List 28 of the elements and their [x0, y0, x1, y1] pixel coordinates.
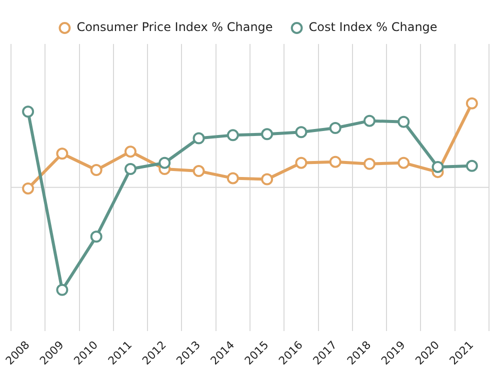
point	[22, 182, 34, 194]
point	[56, 148, 68, 160]
point	[90, 230, 102, 243]
point	[22, 106, 34, 118]
point	[432, 160, 444, 173]
point	[363, 114, 376, 127]
point	[158, 156, 171, 169]
point	[226, 172, 239, 184]
point	[192, 132, 205, 144]
point	[329, 122, 342, 134]
point	[295, 126, 308, 138]
point	[56, 284, 68, 296]
point	[90, 164, 102, 176]
point	[466, 160, 478, 172]
point	[466, 97, 478, 110]
point	[124, 146, 136, 158]
point	[226, 129, 239, 142]
point	[398, 156, 410, 169]
point	[329, 156, 342, 168]
legend-label: Consumer Price Index % Change	[76, 20, 273, 34]
point	[261, 173, 274, 186]
legend-label: Cost Index % Change	[308, 20, 438, 34]
point	[363, 158, 376, 170]
point	[261, 128, 274, 140]
point	[398, 116, 410, 128]
point	[124, 162, 136, 175]
point	[192, 165, 205, 178]
point	[295, 156, 308, 169]
